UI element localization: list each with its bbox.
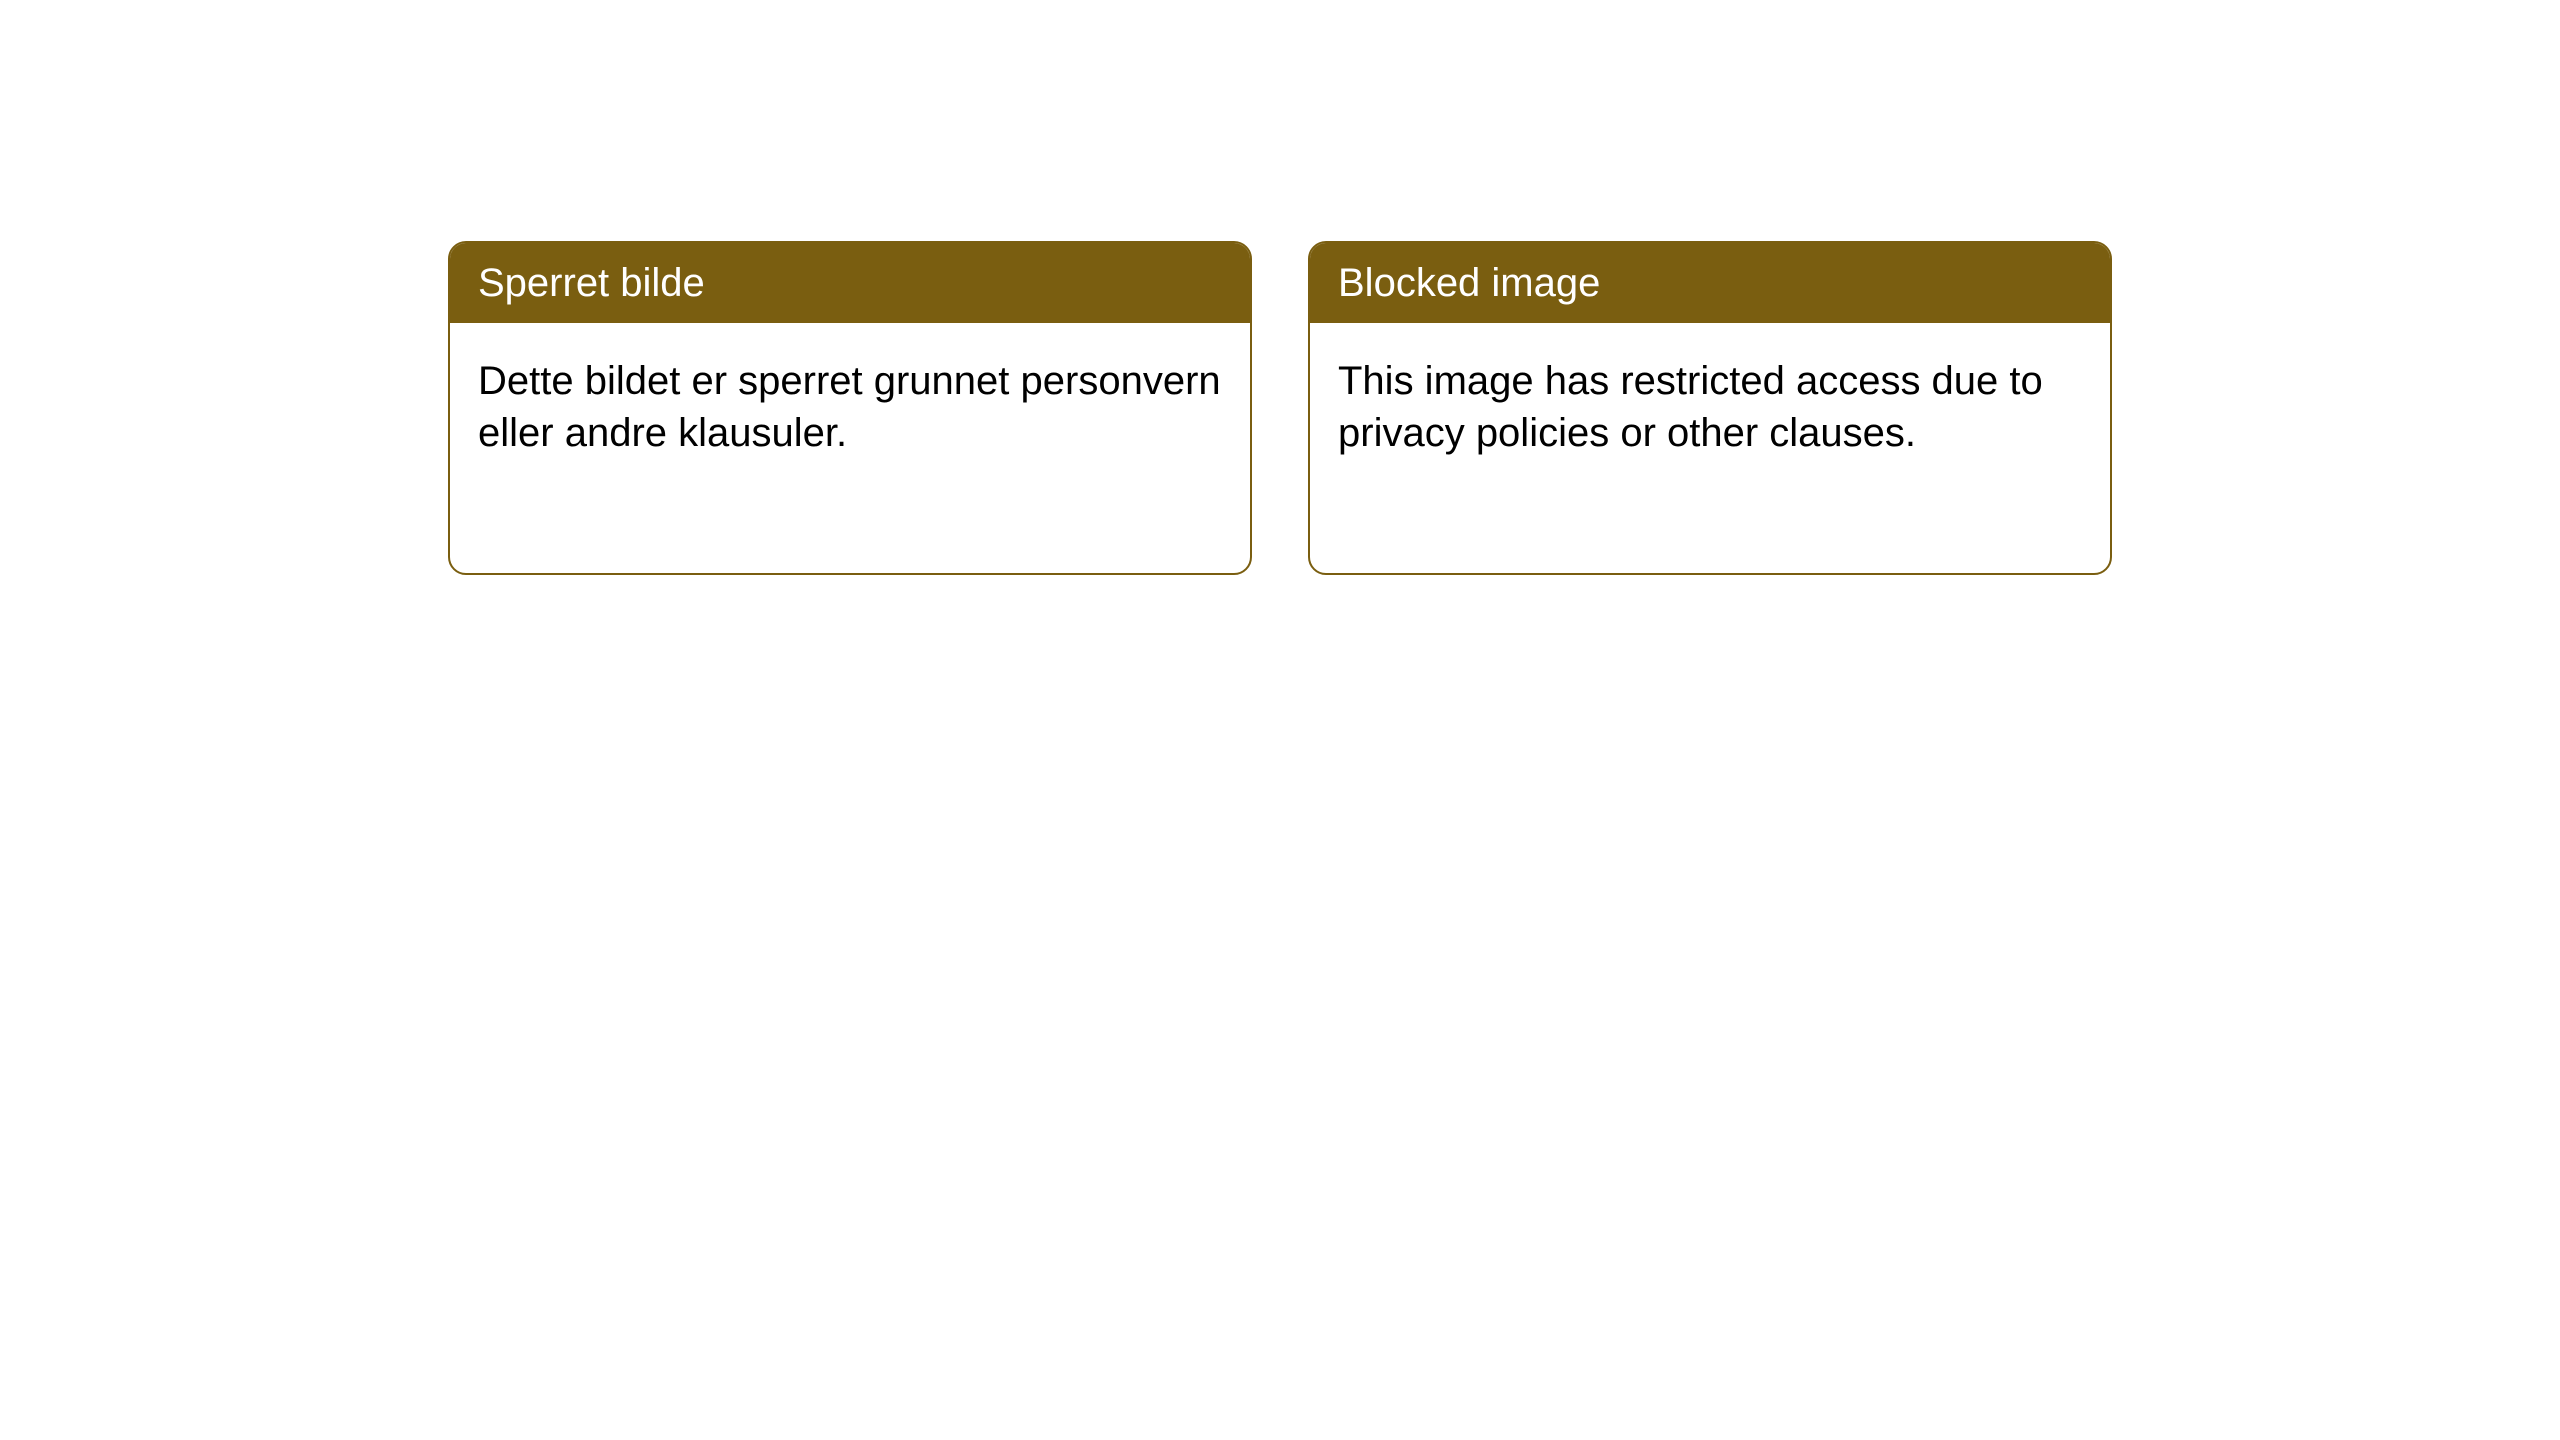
notice-card-body: Dette bildet er sperret grunnet personve… [450, 323, 1250, 491]
notice-card-norwegian: Sperret bilde Dette bildet er sperret gr… [448, 241, 1252, 575]
notice-card-english: Blocked image This image has restricted … [1308, 241, 2112, 575]
notice-card-title: Sperret bilde [450, 243, 1250, 323]
notice-cards-container: Sperret bilde Dette bildet er sperret gr… [448, 241, 2112, 575]
notice-card-title: Blocked image [1310, 243, 2110, 323]
notice-card-body: This image has restricted access due to … [1310, 323, 2110, 491]
